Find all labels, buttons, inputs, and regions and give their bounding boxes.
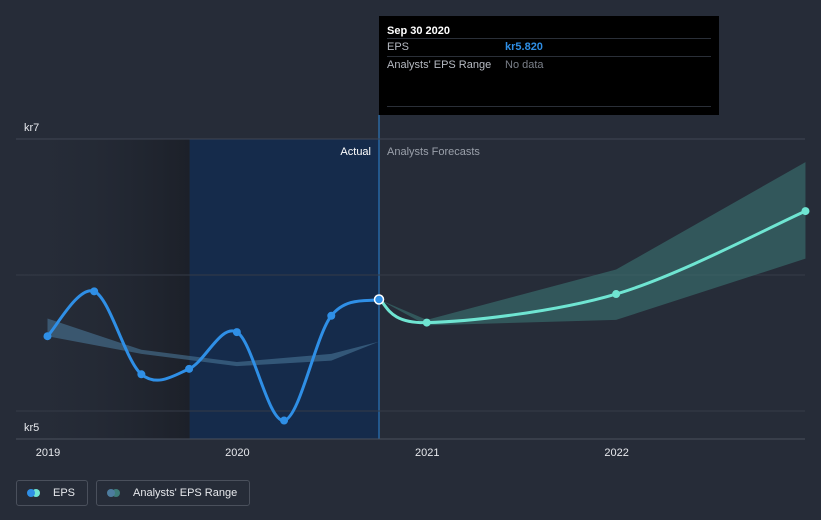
x-tick-label: 2019 xyxy=(36,447,60,459)
tooltip-date: Sep 30 2020 xyxy=(387,25,450,37)
past-shading xyxy=(16,139,190,439)
tooltip-value: kr5.820 xyxy=(505,41,543,53)
eps-point xyxy=(185,364,194,373)
legend-item-eps-range[interactable]: Analysts' EPS Range xyxy=(96,480,251,506)
tooltip: Sep 30 2020 EPS kr5.820 Analysts' EPS Ra… xyxy=(379,16,719,115)
legend-dot xyxy=(27,489,35,497)
tooltip-value: No data xyxy=(505,59,544,71)
legend-dot xyxy=(107,489,116,497)
tooltip-row-eps: EPS kr5.820 xyxy=(387,38,711,56)
eps-forecast-line xyxy=(377,209,807,325)
legend: EPS Analysts' EPS Range xyxy=(16,480,251,506)
actual-highlight-region xyxy=(189,139,380,439)
forecast-label: Analysts Forecasts xyxy=(387,146,480,158)
legend-dot xyxy=(32,489,40,497)
x-tick-label: 2020 xyxy=(225,447,249,459)
eps-point xyxy=(137,370,146,379)
x-tick-label: 2022 xyxy=(604,447,628,459)
eps-forecast-point xyxy=(801,207,810,216)
y-tick-label: kr5 xyxy=(24,422,39,434)
historical-range-band xyxy=(47,318,380,367)
legend-label: Analysts' EPS Range xyxy=(133,487,238,499)
tooltip-divider xyxy=(387,106,711,107)
legend-swatch-icon xyxy=(107,488,125,498)
legend-dot xyxy=(112,489,121,497)
legend-item-eps[interactable]: EPS xyxy=(16,480,89,506)
legend-label: EPS xyxy=(53,487,76,499)
y-tick-label: kr7 xyxy=(24,122,39,134)
eps-point xyxy=(232,328,241,337)
x-tick-label: 2021 xyxy=(415,447,439,459)
eps-forecast-point xyxy=(612,290,621,299)
actual-label: Actual xyxy=(340,146,371,158)
eps-point xyxy=(327,311,336,320)
tooltip-key: EPS xyxy=(387,41,410,53)
eps-forecast-point xyxy=(422,318,431,327)
eps-point xyxy=(280,416,289,425)
forecast-range-band xyxy=(379,162,806,326)
eps-point xyxy=(43,332,52,341)
selected-point xyxy=(373,294,385,305)
tooltip-row-range: Analysts' EPS Range No data xyxy=(387,56,711,74)
legend-swatch-icon xyxy=(27,488,45,498)
tooltip-key: Analysts' EPS Range xyxy=(387,59,492,71)
eps-line xyxy=(45,289,381,423)
eps-point xyxy=(90,287,99,296)
